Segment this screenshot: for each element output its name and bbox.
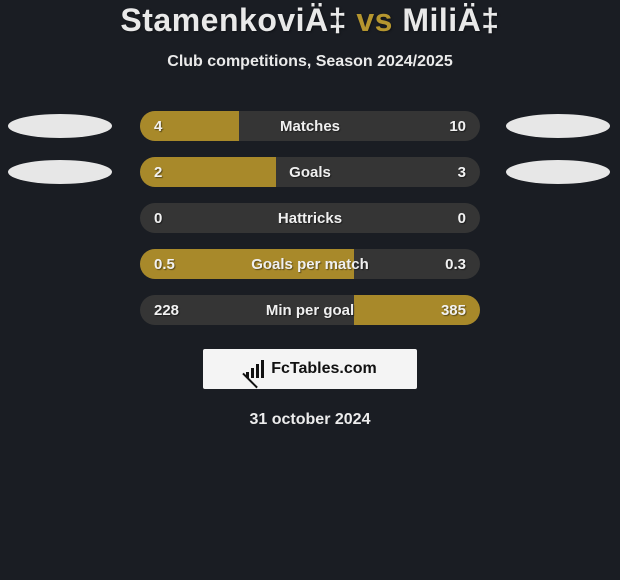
brand-text: FcTables.com bbox=[271, 360, 377, 378]
chart-icon bbox=[243, 360, 267, 378]
team-indicator-right bbox=[506, 160, 610, 184]
team-indicator-left bbox=[8, 114, 112, 138]
team-indicator-right bbox=[506, 114, 610, 138]
stat-label: Matches bbox=[140, 111, 480, 141]
title-left: StamenkoviÄ‡ bbox=[120, 2, 347, 38]
date-label: 31 october 2024 bbox=[0, 411, 620, 429]
stat-label: Goals bbox=[140, 157, 480, 187]
stat-label: Min per goal bbox=[140, 295, 480, 325]
stat-bar: 0.50.3Goals per match bbox=[140, 249, 480, 279]
title-right: MiliÄ‡ bbox=[402, 2, 499, 38]
stat-row: 00Hattricks bbox=[0, 203, 620, 233]
stat-bar: 00Hattricks bbox=[140, 203, 480, 233]
team-indicator-left bbox=[8, 160, 112, 184]
stat-row: 228385Min per goal bbox=[0, 295, 620, 325]
stat-row: 23Goals bbox=[0, 157, 620, 187]
stat-rows: 410Matches 23Goals 00Hattricks 0.50.3Goals … bbox=[0, 111, 620, 325]
stat-label: Goals per match bbox=[140, 249, 480, 279]
page-title: StamenkoviÄ‡ vs MiliÄ‡ bbox=[0, 2, 620, 39]
subtitle: Club competitions, Season 2024/2025 bbox=[0, 53, 620, 71]
stat-bar: 23Goals bbox=[140, 157, 480, 187]
title-vs: vs bbox=[356, 2, 393, 38]
stat-row: 0.50.3Goals per match bbox=[0, 249, 620, 279]
stat-bar: 410Matches bbox=[140, 111, 480, 141]
branding-badge: FcTables.com bbox=[203, 349, 417, 389]
stat-bar: 228385Min per goal bbox=[140, 295, 480, 325]
stat-row: 410Matches bbox=[0, 111, 620, 141]
stat-label: Hattricks bbox=[140, 203, 480, 233]
